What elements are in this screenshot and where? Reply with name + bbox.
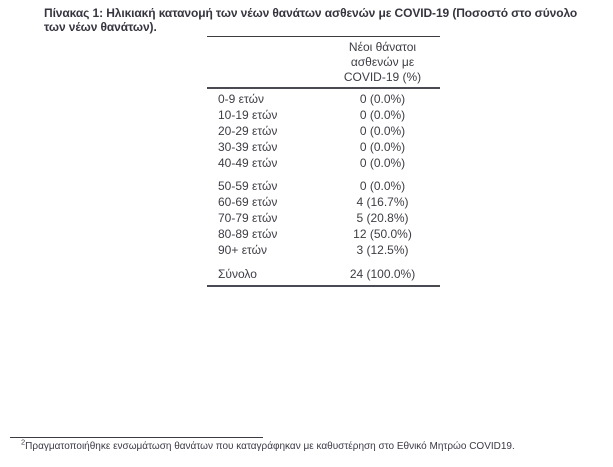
- deaths-value: 3 (12.5%): [356, 243, 409, 257]
- age-range-label: 50-59 ετών: [218, 179, 278, 193]
- table-row: 60-69 ετών 4 (16.7%): [207, 194, 440, 210]
- total-label: Σύνολο: [218, 266, 257, 281]
- footnote-marker: 2: [21, 437, 26, 447]
- age-range-label: 0-9 ετών: [218, 92, 264, 106]
- age-distribution-table: Νέοι θάνατοι ασθενών με COVID-19 (%) 0-9…: [207, 36, 440, 287]
- table-row: 80-89 ετών 12 (50.0%): [207, 226, 440, 242]
- age-range-label: 30-39 ετών: [218, 140, 278, 154]
- age-range-label: 20-29 ετών: [218, 124, 278, 138]
- deaths-value: 0 (0.0%): [359, 108, 406, 122]
- table-row: 0-9 ετών 0 (0.0%): [207, 91, 440, 107]
- table-row: 20-29 ετών 0 (0.0%): [207, 123, 440, 139]
- table-row: 70-79 ετών 5 (20.8%): [207, 210, 440, 226]
- deaths-value: 5 (20.8%): [356, 211, 409, 225]
- age-range-label: 10-19 ετών: [218, 108, 278, 122]
- age-range-label: 40-49 ετών: [218, 156, 278, 170]
- deaths-value: 0 (0.0%): [359, 156, 406, 170]
- deaths-value: 0 (0.0%): [359, 124, 406, 138]
- table-header: Νέοι θάνατοι ασθενών με COVID-19 (%): [207, 37, 440, 89]
- table-body: 0-9 ετών 0 (0.0%) 10-19 ετών 0 (0.0%) 20…: [207, 89, 440, 287]
- deaths-value: 0 (0.0%): [359, 179, 406, 193]
- table-row: 50-59 ετών 0 (0.0%): [207, 178, 440, 194]
- age-range-label: 90+ ετών: [218, 243, 267, 257]
- age-range-label: 60-69 ετών: [218, 195, 278, 209]
- table-header-line: ασθενών με: [350, 55, 415, 69]
- table-row: 90+ ετών 3 (12.5%): [207, 242, 440, 258]
- table-total-row: Σύνολο 24 (100.0%): [207, 264, 440, 283]
- total-value: 24 (100.0%): [349, 266, 416, 281]
- table-row: 40-49 ετών 0 (0.0%): [207, 155, 440, 171]
- deaths-value: 0 (0.0%): [359, 140, 406, 154]
- age-group-block-1: 0-9 ετών 0 (0.0%) 10-19 ετών 0 (0.0%) 20…: [207, 91, 440, 171]
- table-caption: Πίνακας 1: Ηλικιακή κατανομή των νέων θα…: [44, 6, 578, 34]
- deaths-value: 4 (16.7%): [356, 195, 409, 209]
- age-group-block-2: 50-59 ετών 0 (0.0%) 60-69 ετών 4 (16.7%)…: [207, 178, 440, 258]
- deaths-value: 0 (0.0%): [359, 92, 406, 106]
- table-header-line: COVID-19 (%): [343, 70, 422, 84]
- footnote-text: Πραγματοποιήθηκε ενσωμάτωση θανάτων που …: [25, 441, 515, 452]
- table-header-line: Νέοι θάνατοι: [348, 40, 417, 54]
- age-range-label: 80-89 ετών: [218, 227, 278, 241]
- footnote-separator: [10, 437, 263, 438]
- table-row: 30-39 ετών 0 (0.0%): [207, 139, 440, 155]
- deaths-value: 12 (50.0%): [353, 227, 412, 241]
- footnote: 2Πραγματοποιήθηκε ενσωμάτωση θανάτων που…: [21, 437, 581, 454]
- age-range-label: 70-79 ετών: [218, 211, 278, 225]
- table-bottom-rule: [207, 285, 440, 287]
- table-row: 10-19 ετών 0 (0.0%): [207, 107, 440, 123]
